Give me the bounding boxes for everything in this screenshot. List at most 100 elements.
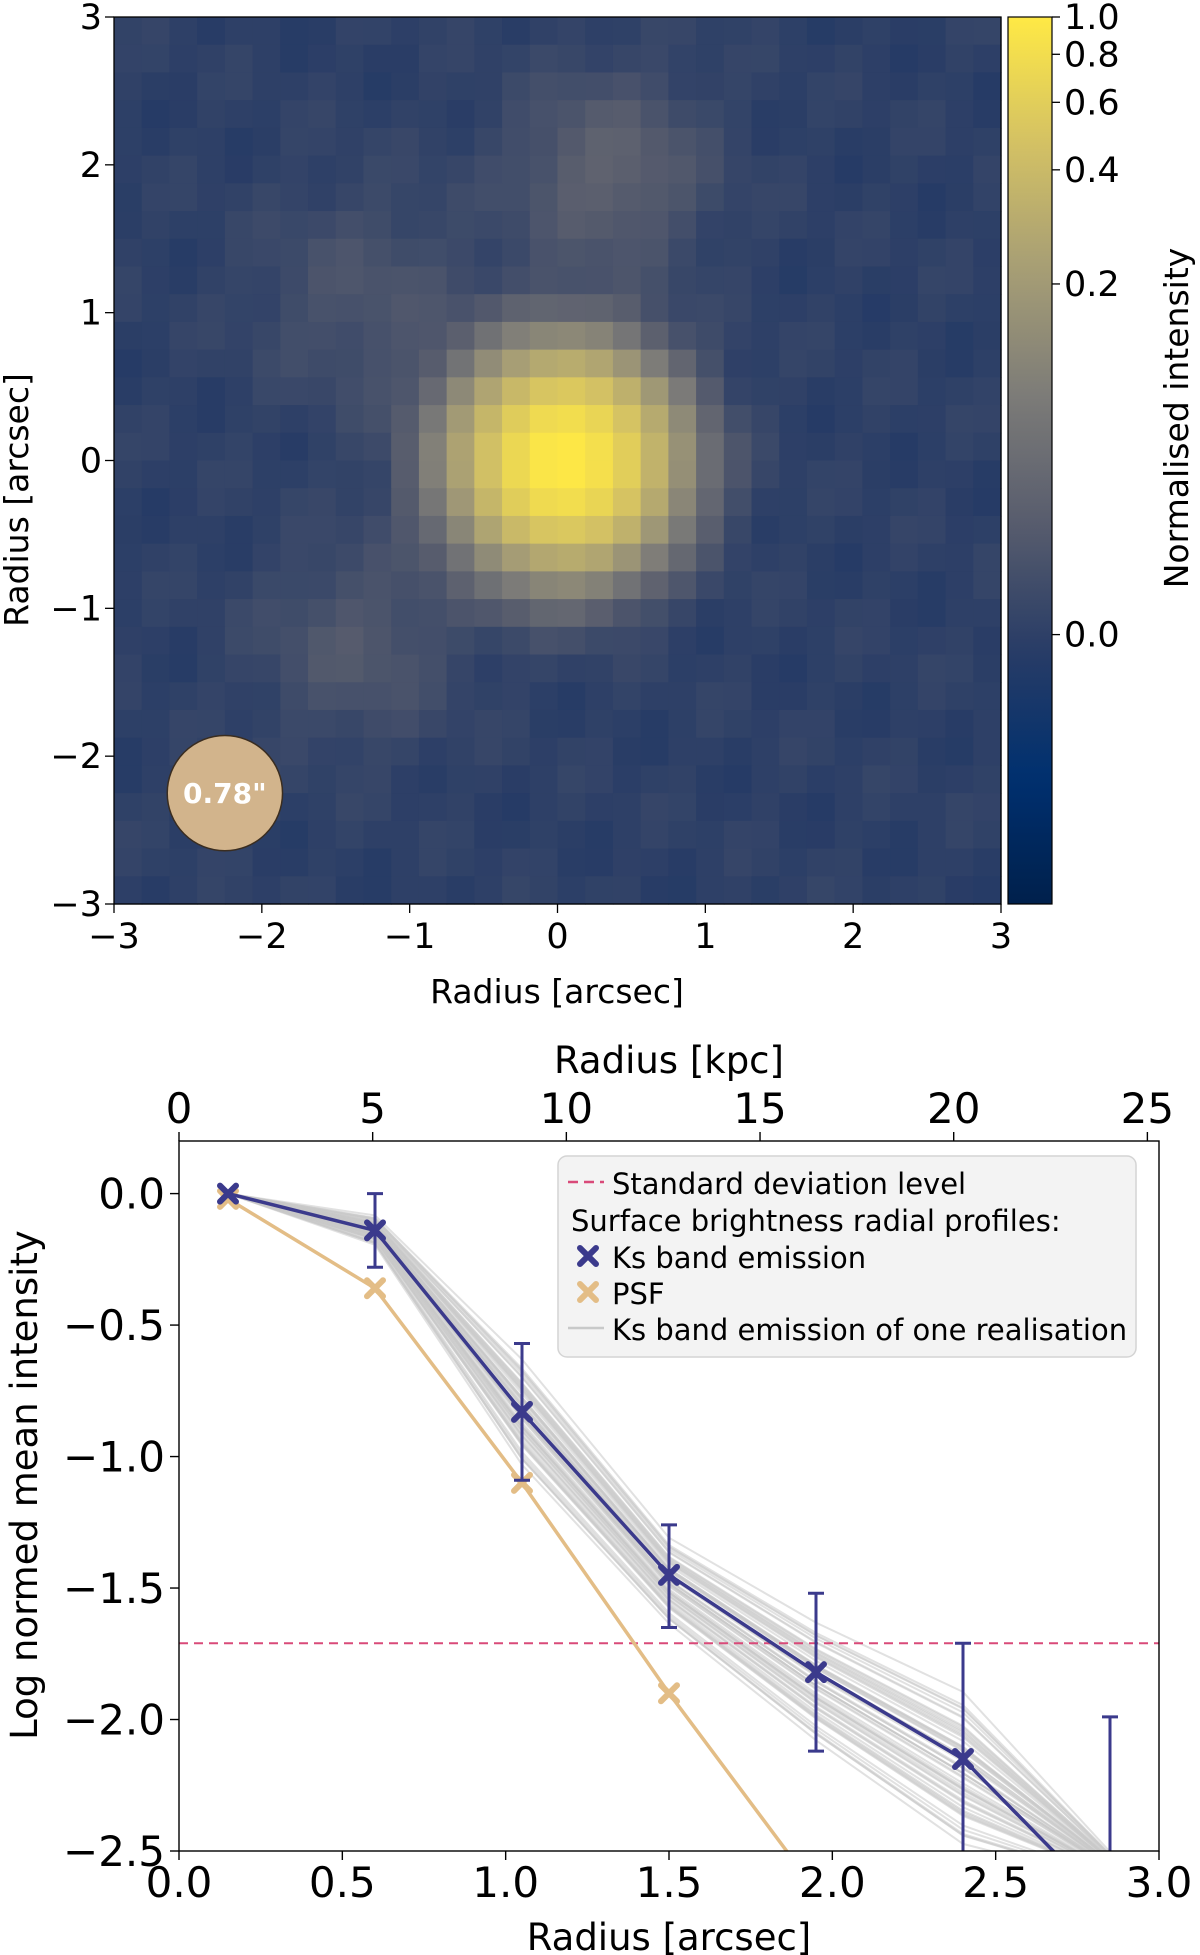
profile-y-tick-label: −2.0 bbox=[63, 1696, 165, 1745]
map-pixel bbox=[723, 571, 753, 600]
map-pixel bbox=[391, 848, 420, 877]
map-pixel bbox=[224, 709, 254, 739]
map-pixel bbox=[529, 321, 559, 351]
map-pixel bbox=[612, 793, 642, 822]
map-pixel bbox=[114, 44, 143, 74]
map-pixel bbox=[141, 266, 171, 295]
map-pixel bbox=[391, 405, 420, 434]
map-pixel bbox=[557, 238, 586, 268]
map-pixel bbox=[363, 709, 392, 739]
map-pixel bbox=[224, 100, 254, 129]
map-pixel bbox=[446, 266, 475, 295]
map-pixel bbox=[502, 820, 531, 850]
map-pixel bbox=[308, 349, 337, 378]
map-pixel bbox=[280, 543, 309, 572]
map-pixel bbox=[335, 488, 365, 517]
map-pixel bbox=[391, 266, 420, 295]
map-pixel bbox=[862, 211, 891, 240]
map-pixel bbox=[917, 654, 947, 683]
map-pixel bbox=[751, 266, 780, 295]
map-pixel bbox=[446, 876, 475, 905]
map-pixel bbox=[640, 876, 669, 905]
map-pixel bbox=[252, 543, 281, 572]
map-pixel bbox=[446, 238, 475, 268]
map-pixel bbox=[557, 543, 586, 572]
map-pixel bbox=[114, 460, 143, 489]
map-pixel bbox=[723, 294, 753, 323]
map-pixel bbox=[502, 571, 531, 600]
map-pixel bbox=[834, 709, 864, 739]
map-pixel bbox=[806, 488, 836, 517]
map-pixel bbox=[197, 238, 226, 268]
map-pixel bbox=[668, 460, 697, 489]
map-pixel bbox=[640, 820, 669, 850]
map-pixel bbox=[114, 17, 143, 46]
map-pixel bbox=[446, 709, 475, 739]
map-pixel bbox=[917, 155, 947, 184]
map-pixel bbox=[612, 377, 642, 406]
map-y-tick-label: −3 bbox=[50, 885, 102, 925]
profile-x-tick-label: 0.5 bbox=[309, 1858, 376, 1907]
map-pixel bbox=[224, 238, 254, 268]
map-pixel bbox=[280, 876, 309, 905]
map-pixel bbox=[141, 460, 171, 489]
map-pixel bbox=[557, 709, 586, 739]
map-pixel bbox=[252, 460, 281, 489]
map-pixel bbox=[308, 515, 337, 545]
map-pixel bbox=[114, 876, 143, 905]
map-pixel bbox=[141, 626, 171, 656]
map-pixel bbox=[612, 820, 642, 850]
map-x-axis-label: Radius [arcsec] bbox=[430, 972, 684, 1011]
map-pixel bbox=[890, 72, 919, 101]
map-pixel bbox=[779, 820, 808, 850]
map-pixel bbox=[557, 793, 586, 822]
map-pixel bbox=[834, 793, 864, 822]
map-pixel bbox=[945, 515, 974, 545]
map-pixel bbox=[751, 377, 780, 406]
map-pixel bbox=[252, 626, 281, 656]
map-pixel bbox=[890, 654, 919, 683]
legend-realisation-label: Ks band emission of one realisation bbox=[612, 1313, 1127, 1347]
map-pixel bbox=[502, 100, 531, 129]
map-pixel bbox=[668, 765, 697, 794]
map-pixel bbox=[446, 127, 475, 157]
map-pixel bbox=[197, 72, 226, 101]
map-pixel bbox=[668, 654, 697, 683]
map-pixel bbox=[197, 571, 226, 600]
map-pixel bbox=[529, 377, 559, 406]
map-pixel bbox=[862, 709, 891, 739]
map-pixel bbox=[640, 238, 669, 268]
map-pixel bbox=[446, 100, 475, 129]
map-pixel bbox=[806, 737, 836, 767]
map-pixel bbox=[502, 17, 531, 46]
map-pixel bbox=[363, 682, 392, 711]
map-pixel bbox=[391, 211, 420, 240]
map-pixel bbox=[335, 626, 365, 656]
map-pixel bbox=[446, 294, 475, 323]
map-pixel bbox=[529, 848, 559, 877]
ks-data-point bbox=[952, 1747, 974, 1770]
map-pixel bbox=[640, 848, 669, 877]
map-pixel bbox=[723, 405, 753, 434]
map-pixel bbox=[141, 432, 171, 462]
map-pixel bbox=[834, 432, 864, 462]
map-pixel bbox=[197, 876, 226, 905]
map-pixel bbox=[280, 183, 309, 212]
map-pixel bbox=[169, 155, 198, 184]
colorbar-tick-label: 0.4 bbox=[1064, 151, 1120, 191]
map-pixel bbox=[779, 737, 808, 767]
map-pixel bbox=[612, 709, 642, 739]
map-pixel bbox=[418, 515, 448, 545]
map-pixel bbox=[391, 793, 420, 822]
map-pixel bbox=[252, 211, 281, 240]
map-pixel bbox=[308, 405, 337, 434]
profile-top-tick-label: 5 bbox=[359, 1084, 386, 1133]
map-pixel bbox=[834, 183, 864, 212]
map-pixel bbox=[169, 599, 198, 628]
map-pixel bbox=[862, 820, 891, 850]
map-pixel bbox=[806, 876, 836, 905]
map-y-tick-label: −1 bbox=[50, 589, 102, 629]
map-pixel bbox=[973, 405, 1002, 434]
ks-data-point bbox=[217, 1182, 239, 1205]
map-pixel bbox=[335, 155, 365, 184]
